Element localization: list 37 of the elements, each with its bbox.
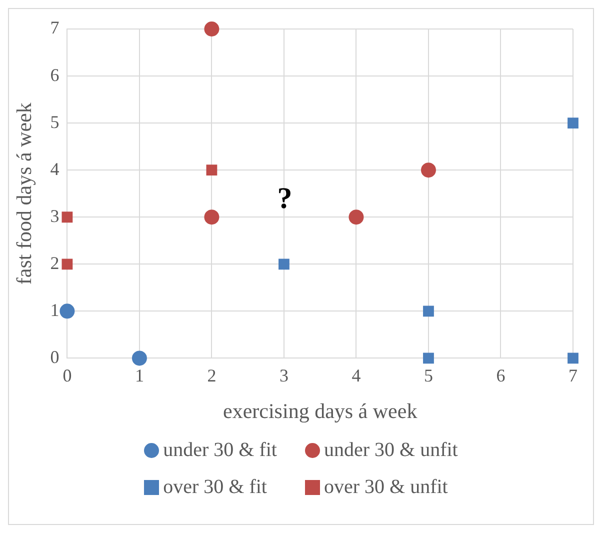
point (132, 350, 147, 366)
x-axis-title: exercising days á week (223, 398, 418, 423)
y-tick-label: 1 (50, 300, 60, 320)
point (204, 22, 220, 36)
x-tick-label: 4 (352, 366, 361, 386)
x-tick-label: 1 (134, 366, 144, 386)
y-tick-label: 6 (50, 64, 60, 85)
x-tick-label: 5 (424, 366, 433, 386)
x-tick-label: 0 (62, 366, 72, 386)
x-tick-label: 3 (279, 366, 288, 386)
point (348, 210, 364, 225)
y-tick-label: 2 (50, 252, 60, 273)
x-tick-label: 7 (568, 366, 578, 386)
point (420, 162, 436, 178)
point (278, 258, 290, 270)
legend-label: under 30 & fit (163, 439, 277, 462)
y-axis-title: fast food days á week (12, 102, 36, 285)
y-tick-label: 3 (50, 206, 60, 226)
point (60, 304, 75, 319)
y-tick-label: 4 (50, 158, 60, 179)
point (568, 118, 578, 129)
y-tick-label: 5 (50, 112, 60, 132)
point (62, 212, 73, 223)
point (204, 210, 220, 225)
point (568, 352, 578, 364)
x-tick-label: 2 (207, 366, 216, 386)
point (423, 352, 434, 364)
y-tick-label: 7 (50, 18, 60, 38)
point (206, 164, 218, 176)
point (423, 306, 434, 317)
x-tick-label: 6 (496, 366, 506, 386)
annotation: ? (277, 182, 292, 215)
y-tick-label: 0 (50, 346, 60, 367)
point (62, 258, 73, 270)
legend-label: over 30 & unfit (324, 476, 448, 499)
legend-label: over 30 & fit (163, 476, 267, 499)
legend-label: under 30 & unfit (324, 439, 458, 462)
